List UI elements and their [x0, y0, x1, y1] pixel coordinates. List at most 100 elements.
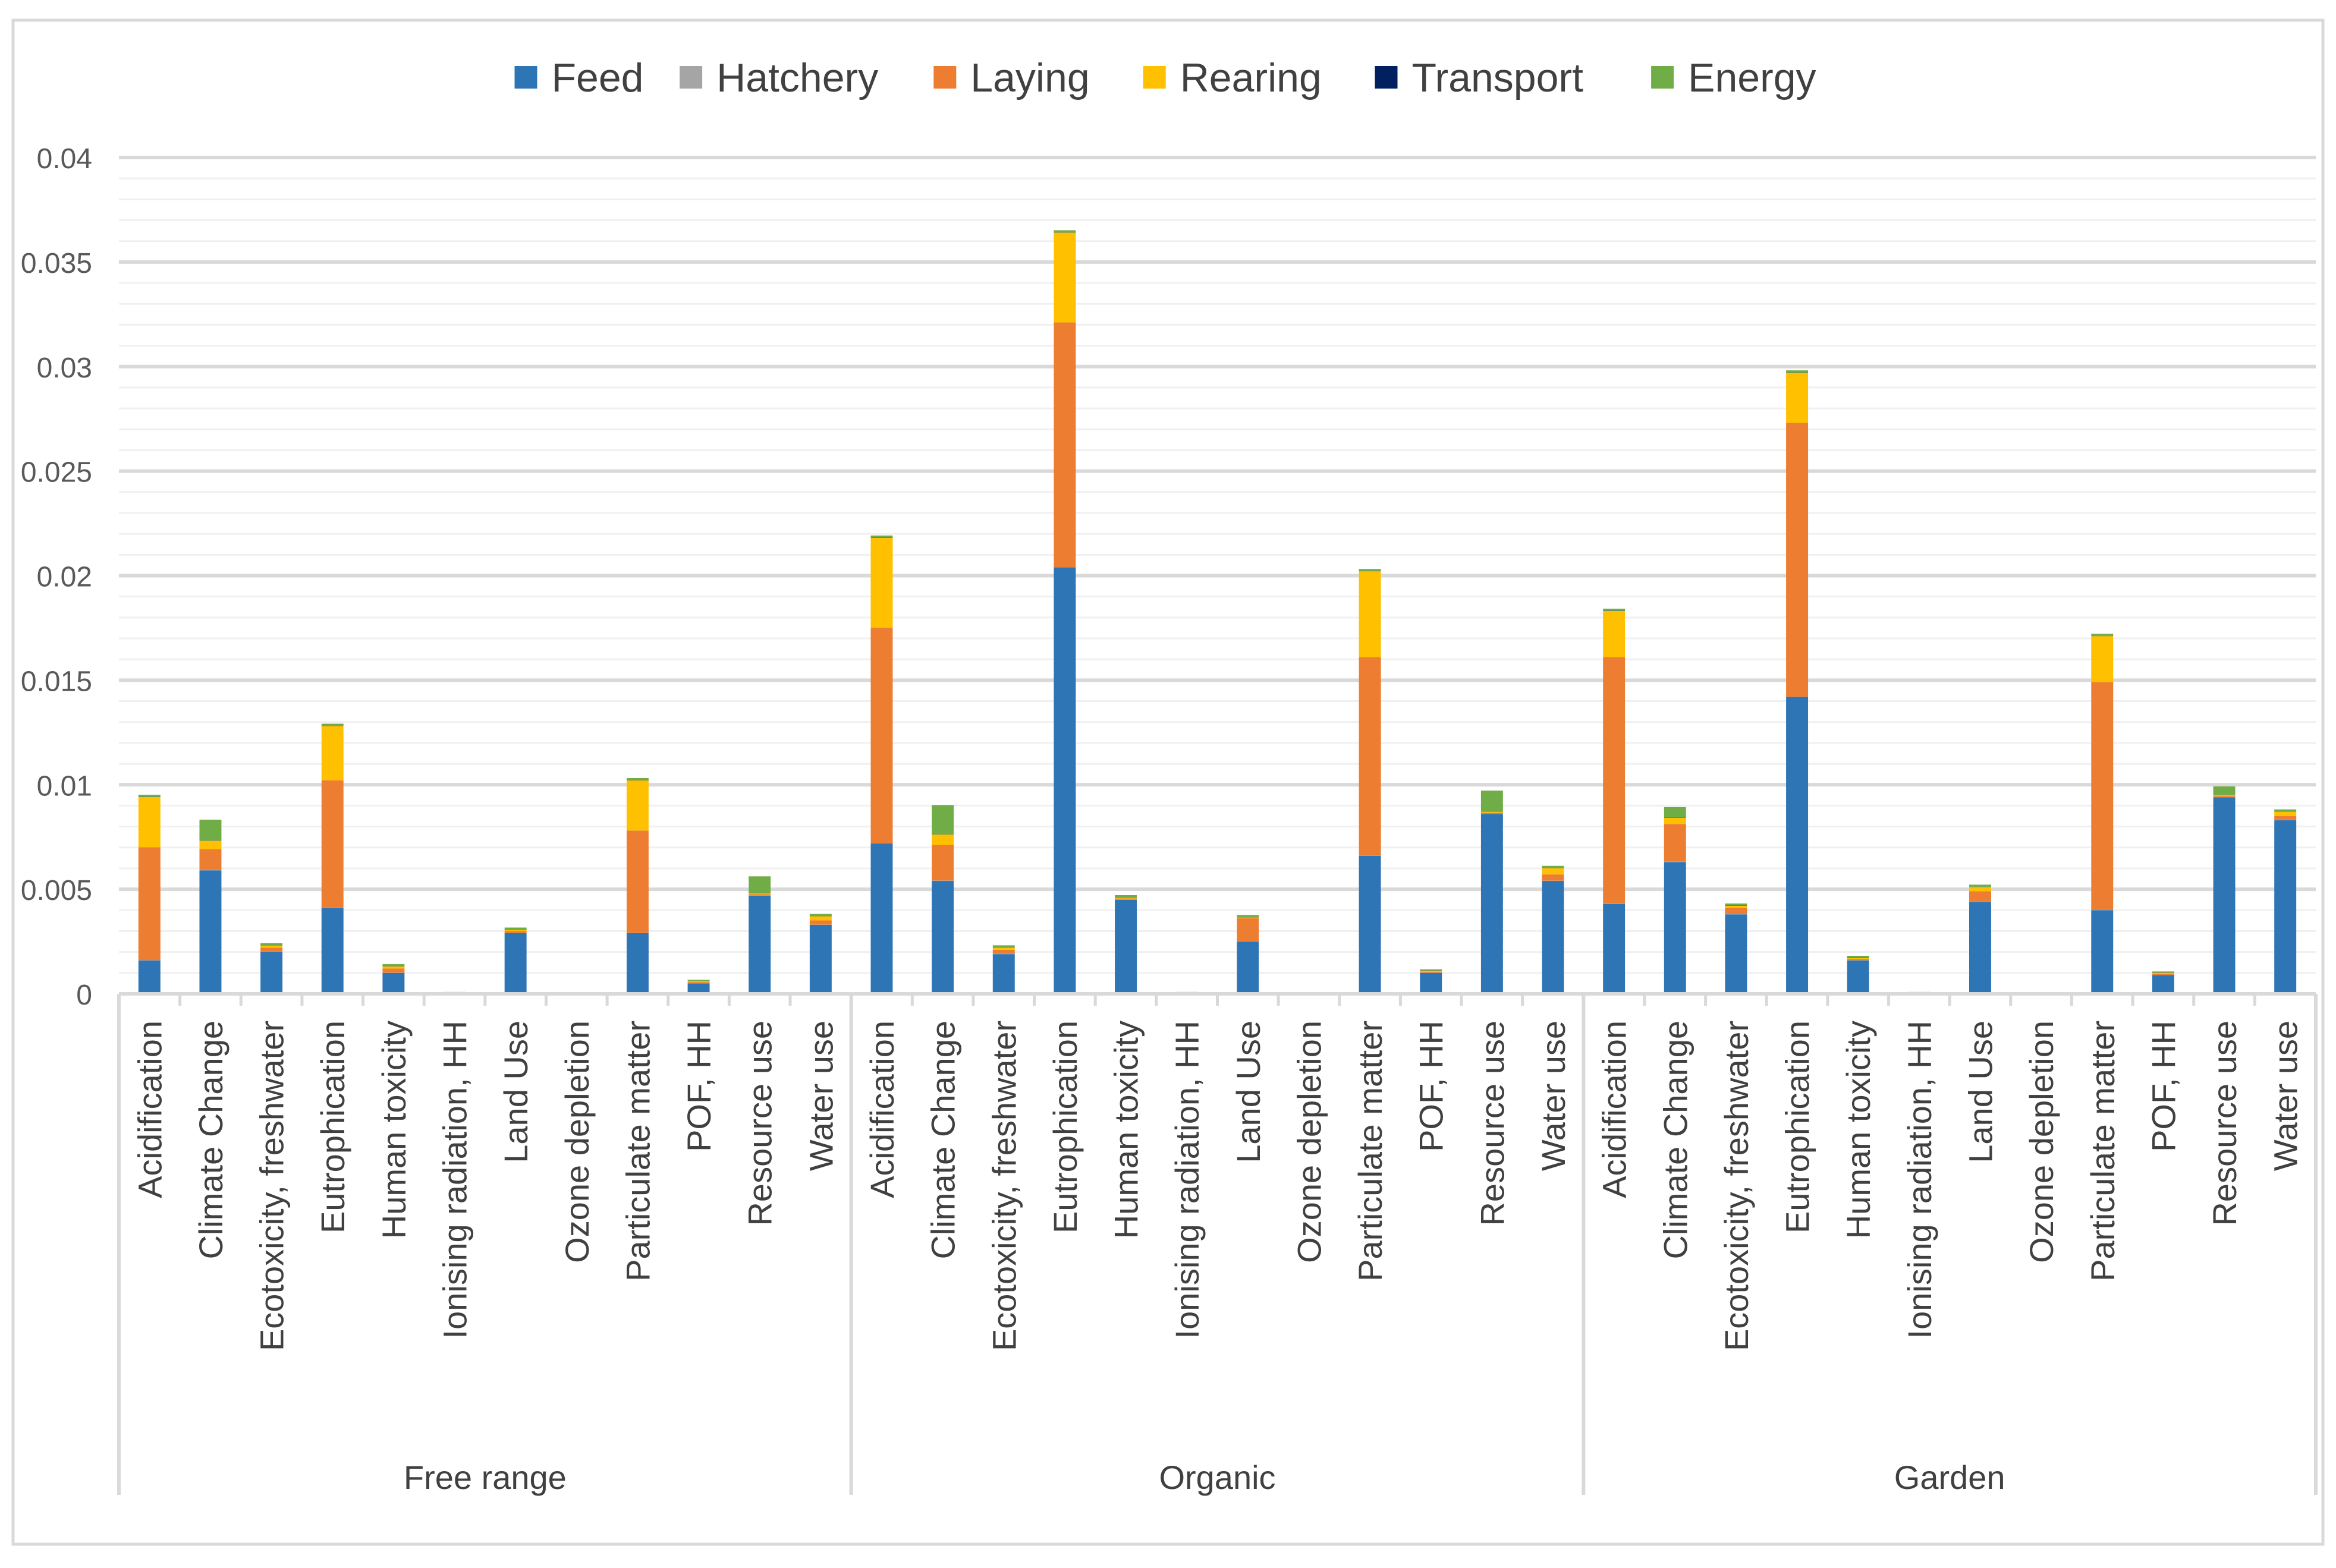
bar-segment-rearing	[260, 946, 282, 948]
bar-segment-energy	[1969, 884, 1991, 887]
bar-segment-feed	[993, 954, 1015, 994]
category-label: Human toxicity	[1108, 1021, 1145, 1239]
y-tick-label: 0.03	[37, 352, 92, 384]
bar-segment-laying	[199, 849, 221, 870]
bar-segment-laying	[1603, 657, 1625, 903]
legend-swatch	[1651, 66, 1674, 89]
bar-segment-energy	[1786, 370, 1808, 373]
category-label: Ionising radiation, HH	[1168, 1021, 1206, 1339]
category-label: Ozone depletion	[558, 1021, 596, 1263]
bar-segment-feed	[1420, 973, 1442, 994]
bar-segment-rearing	[1786, 373, 1808, 423]
category-label: Ozone depletion	[1290, 1021, 1328, 1263]
bar-segment-rearing	[688, 981, 710, 983]
bar-segment-laying	[2274, 816, 2296, 820]
bar-segment-rearing	[1603, 611, 1625, 657]
legend-swatch	[1143, 66, 1166, 89]
bar-segment-rearing	[1481, 812, 1503, 813]
bar-segment-laying	[1542, 874, 1564, 881]
bar-segment-laying	[1054, 323, 1076, 568]
bar-segment-feed	[322, 908, 344, 994]
y-tick-label: 0.04	[37, 143, 92, 175]
bar-segment-feed	[199, 870, 221, 994]
bar-segment-rearing	[322, 726, 344, 780]
bar-segment-rearing	[1969, 887, 1991, 891]
bar-segment-energy	[688, 980, 710, 981]
bar-segment-energy	[1603, 609, 1625, 611]
category-label: POF, HH	[1413, 1021, 1450, 1152]
bar-segment-feed	[932, 881, 954, 994]
bar-segment-energy	[749, 876, 771, 893]
legend-label: Energy	[1688, 55, 1816, 100]
bar-segment-rearing	[749, 893, 771, 895]
category-label: Particulate matter	[619, 1021, 656, 1282]
bar-segment-feed	[260, 952, 282, 994]
category-label: Land Use	[497, 1021, 535, 1163]
bar-segment-energy	[1359, 569, 1381, 571]
bar-segment-energy	[2091, 634, 2113, 636]
y-tick-label: 0.035	[21, 248, 92, 279]
bar-segment-rearing	[2214, 795, 2236, 796]
legend-swatch	[933, 66, 956, 89]
bar-segment-rearing	[1725, 906, 1747, 908]
bar-segment-laying	[2091, 682, 2113, 910]
legend-label: Transport	[1412, 55, 1584, 100]
bar-segment-rearing	[1237, 917, 1259, 918]
bar-segment-feed	[1664, 862, 1686, 994]
bar-segment-hatchery	[199, 870, 221, 871]
bar-segment-laying	[932, 845, 954, 881]
bar-segment-feed	[1115, 900, 1137, 994]
category-label: Land Use	[1230, 1021, 1267, 1163]
category-label: Climate Change	[192, 1021, 229, 1260]
category-label: Particulate matter	[2084, 1021, 2121, 1282]
category-label: POF, HH	[680, 1021, 718, 1152]
bar-segment-rearing	[382, 966, 404, 969]
legend-label: Feed	[552, 55, 644, 100]
category-label: Acidification	[863, 1021, 901, 1198]
bar-segment-rearing	[199, 841, 221, 849]
bar-segment-energy	[1725, 903, 1747, 906]
bar-segment-rearing	[505, 930, 527, 931]
bar-segment-rearing	[2091, 636, 2113, 682]
category-label: Climate Change	[925, 1021, 962, 1260]
category-label: Human toxicity	[375, 1021, 413, 1239]
bar-segment-energy	[322, 724, 344, 726]
bar-segment-laying	[1237, 918, 1259, 942]
bar-segment-laying	[871, 628, 893, 843]
bar-segment-laying	[1420, 972, 1442, 973]
bar-segment-energy	[1847, 956, 1869, 958]
bar-segment-feed	[1969, 902, 1991, 994]
y-tick-label: 0	[76, 980, 92, 1011]
category-label: Water use	[802, 1021, 840, 1171]
group-label: Garden	[1894, 1459, 2005, 1496]
y-tick-label: 0.025	[21, 457, 92, 489]
bar-segment-feed	[505, 933, 527, 994]
bar-segment-energy	[1237, 915, 1259, 917]
bar-segment-rearing	[627, 780, 649, 830]
bar-segment-laying	[1359, 657, 1381, 855]
bar-segment-feed	[627, 933, 649, 994]
bar-segment-laying	[1786, 423, 1808, 697]
bar-segment-feed	[1786, 697, 1808, 994]
bar-segment-laying	[2214, 796, 2236, 797]
bar-segment-rearing	[1359, 571, 1381, 657]
category-label: Eutrophication	[1046, 1021, 1084, 1233]
y-tick-label: 0.01	[37, 770, 92, 802]
bar-segment-energy	[1664, 807, 1686, 818]
bar-segment-feed	[1725, 914, 1747, 994]
bar-segment-energy	[932, 805, 954, 834]
bar-segment-rearing	[1847, 958, 1869, 959]
category-label: POF, HH	[2145, 1021, 2182, 1152]
category-label: Ionising radiation, HH	[1901, 1021, 1938, 1339]
bar-segment-rearing	[2152, 972, 2174, 974]
bar-segment-laying	[1969, 891, 1991, 902]
bar-segment-laying	[382, 968, 404, 972]
bar-segment-energy	[2152, 971, 2174, 972]
bar-segment-rearing	[1115, 898, 1137, 899]
category-label: Acidification	[131, 1021, 168, 1198]
bar-segment-rearing	[2274, 812, 2296, 816]
bar-segment-laying	[1115, 899, 1137, 900]
bar-segment-laying	[139, 847, 161, 960]
bar-segment-feed	[2214, 797, 2236, 994]
bar-segment-feed	[382, 973, 404, 994]
